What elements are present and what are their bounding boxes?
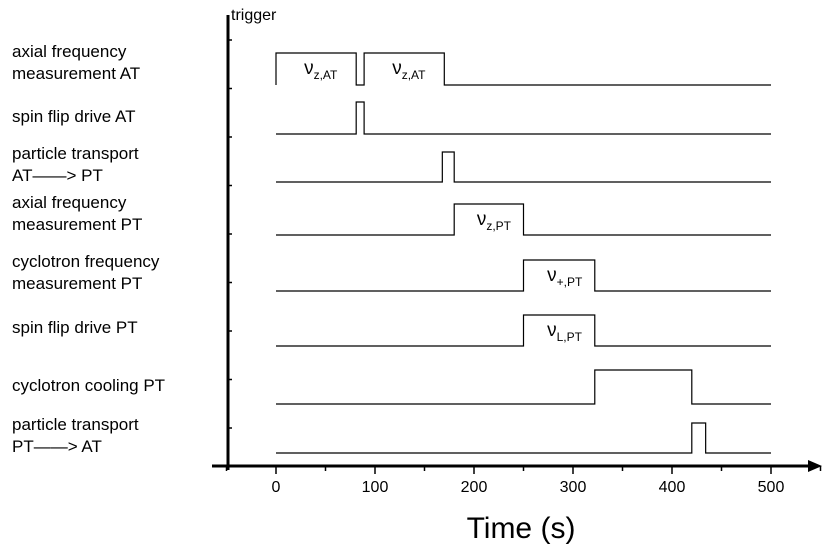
row-label: measurement PT — [12, 215, 142, 234]
x-tick-label: 100 — [362, 479, 389, 496]
x-axis-arrow — [808, 460, 822, 472]
signal-trace — [276, 101, 771, 135]
pulse-annotation: νz,AT — [304, 58, 338, 82]
signal-trace — [276, 314, 771, 347]
x-tick-labels: 0 100 200 300 400 500 — [272, 479, 785, 496]
axes — [212, 15, 822, 474]
x-tick-label: 400 — [659, 479, 686, 496]
row-label: particle transport — [12, 415, 139, 434]
row-label: axial frequency — [12, 42, 127, 61]
row-label: axial frequency — [12, 193, 127, 212]
signal-trace — [276, 259, 771, 292]
x-tick-label: 500 — [758, 479, 785, 496]
signal-trace — [276, 369, 771, 405]
row-label: PT——> AT — [12, 437, 102, 456]
row-label: spin flip drive AT — [12, 107, 135, 126]
row-label: AT——> PT — [12, 166, 103, 185]
pulse-annotation: νL,PT — [547, 320, 583, 344]
signal-trace — [276, 203, 771, 236]
row-label: cyclotron frequency — [12, 252, 160, 271]
traces — [275, 52, 771, 454]
x-axis-label: Time (s) — [467, 512, 576, 545]
row-labels: axial frequency measurement AT spin flip d… — [12, 42, 165, 456]
row-label: measurement AT — [12, 64, 140, 83]
pulse-annotations: νz,AT νz,AT νz,PT ν+,PT νL,PT — [304, 58, 583, 344]
pulse-annotation: ν+,PT — [547, 265, 583, 289]
signal-trace — [276, 422, 771, 454]
x-tick-label: 200 — [461, 479, 488, 496]
row-label: measurement PT — [12, 274, 142, 293]
pulse-annotation: νz,PT — [477, 209, 512, 233]
signal-trace — [276, 151, 771, 183]
row-label: spin flip drive PT — [12, 318, 138, 337]
pulse-annotation: νz,AT — [392, 58, 426, 82]
y-axis-label: trigger — [231, 7, 277, 24]
x-tick-label: 0 — [272, 479, 281, 496]
row-label: particle transport — [12, 144, 139, 163]
row-label: cyclotron cooling PT — [12, 376, 165, 395]
signal-trace — [275, 52, 771, 86]
x-tick-label: 300 — [560, 479, 587, 496]
